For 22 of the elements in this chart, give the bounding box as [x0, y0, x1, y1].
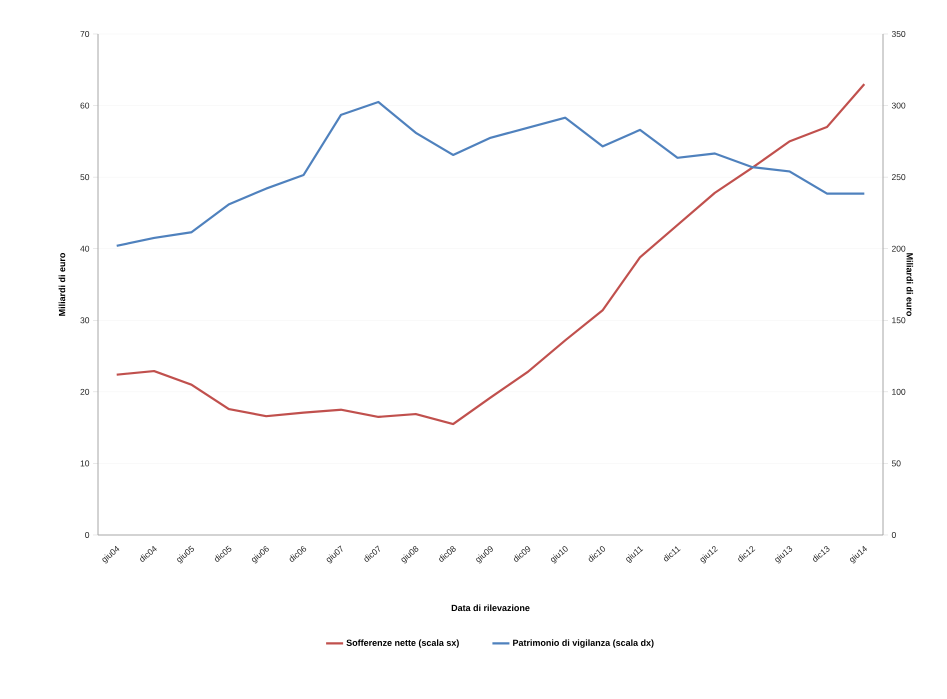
- y-tick-label: 40: [80, 246, 90, 252]
- y2-tick-label: 200: [892, 246, 906, 252]
- y-tick-label: 70: [80, 31, 90, 37]
- y2-tick-label: 250: [892, 174, 906, 180]
- x-axis-title: Data di rilevazione: [452, 604, 530, 612]
- y2-tick-label: 100: [892, 388, 906, 395]
- legend-label: Sofferenze nette (scala sx): [346, 639, 459, 648]
- y-tick-label: 20: [80, 388, 90, 395]
- y-tick-label: 60: [80, 102, 90, 109]
- y2-tick-label: 350: [892, 30, 906, 37]
- y2-tick-label: 50: [892, 460, 901, 466]
- y-axis-title: Miliardi di euro: [58, 252, 66, 316]
- y2-tick-label: 300: [892, 102, 906, 109]
- y2-axis-title: Miliardi di euro: [906, 253, 914, 316]
- line-series: [116, 83, 866, 426]
- y-tick-label: 50: [80, 174, 90, 180]
- y2-tick-label: 0: [892, 532, 896, 538]
- y-tick-label: 30: [80, 317, 90, 324]
- y-tick-label: 0: [85, 532, 90, 538]
- legend-label: Patrimonio di vigilanza (scala dx): [513, 639, 654, 648]
- y2-tick-label: 150: [892, 317, 906, 324]
- y-tick-label: 10: [80, 460, 90, 466]
